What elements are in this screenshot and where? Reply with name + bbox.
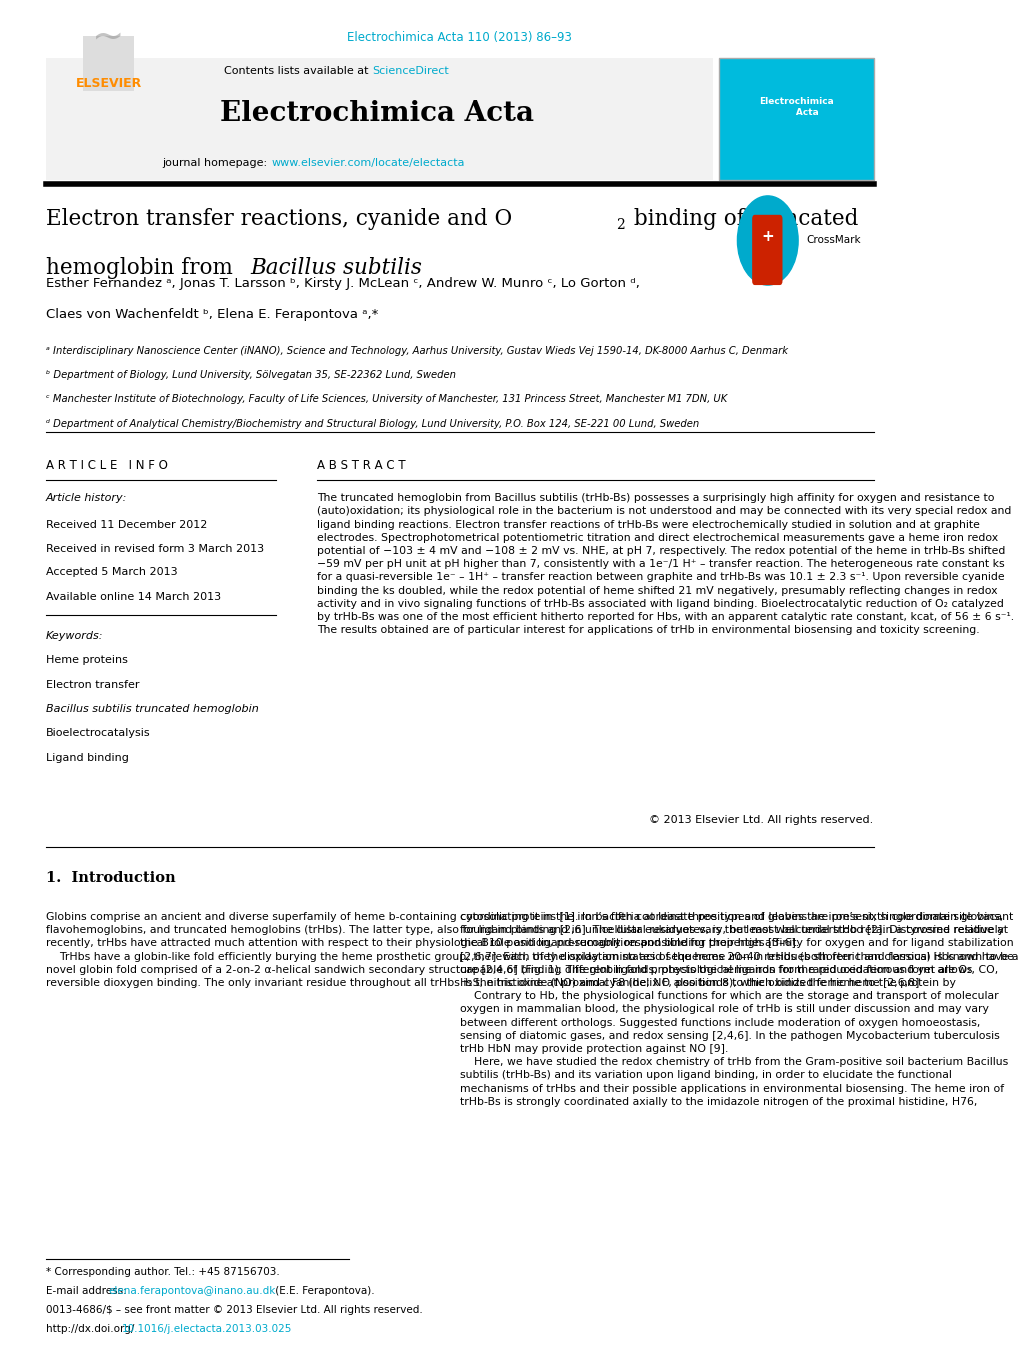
Text: Esther Fernandez ᵃ, Jonas T. Larsson ᵇ, Kirsty J. McLean ᶜ, Andrew W. Munro ᶜ, L: Esther Fernandez ᵃ, Jonas T. Larsson ᵇ, … <box>46 277 639 290</box>
FancyBboxPatch shape <box>751 215 782 285</box>
Circle shape <box>737 196 797 285</box>
Text: Contents lists available at: Contents lists available at <box>224 66 372 76</box>
Text: Available online 14 March 2013: Available online 14 March 2013 <box>46 592 221 601</box>
Text: ᵃ Interdisciplinary Nanoscience Center (iNANO), Science and Technology, Aarhus U: ᵃ Interdisciplinary Nanoscience Center (… <box>46 346 788 355</box>
Text: Electron transfer: Electron transfer <box>46 680 140 689</box>
Text: Received in revised form 3 March 2013: Received in revised form 3 March 2013 <box>46 544 264 554</box>
Text: * Corresponding author. Tel.: +45 87156703.: * Corresponding author. Tel.: +45 871567… <box>46 1267 279 1277</box>
FancyBboxPatch shape <box>718 58 872 180</box>
Text: Globins comprise an ancient and diverse superfamily of heme b-containing cytosol: Globins comprise an ancient and diverse … <box>46 912 1018 988</box>
Text: binding of truncated: binding of truncated <box>627 208 858 230</box>
Text: ᵇ Department of Biology, Lund University, Sölvegatan 35, SE-22362 Lund, Sweden: ᵇ Department of Biology, Lund University… <box>46 370 455 380</box>
Text: journal homepage:: journal homepage: <box>162 158 271 168</box>
Text: 10.1016/j.electacta.2013.03.025: 10.1016/j.electacta.2013.03.025 <box>122 1324 292 1333</box>
Text: E-mail address:: E-mail address: <box>46 1286 129 1296</box>
Text: 1.  Introduction: 1. Introduction <box>46 871 175 885</box>
Text: Received 11 December 2012: Received 11 December 2012 <box>46 520 207 530</box>
Text: www.elsevier.com/locate/electacta: www.elsevier.com/locate/electacta <box>271 158 465 168</box>
FancyBboxPatch shape <box>46 58 712 180</box>
Text: coordinating it in the iron’s fifth coordinate position and leaves the iron’s si: coordinating it in the iron’s fifth coor… <box>460 912 1013 1106</box>
Text: (E.E. Ferapontova).: (E.E. Ferapontova). <box>272 1286 374 1296</box>
Text: Ligand binding: Ligand binding <box>46 753 128 762</box>
Text: Electrochimica Acta: Electrochimica Acta <box>220 100 534 127</box>
Text: A R T I C L E   I N F O: A R T I C L E I N F O <box>46 459 168 473</box>
Text: ~: ~ <box>92 18 124 55</box>
Text: Bacillus subtilis: Bacillus subtilis <box>250 257 422 278</box>
Text: Bioelectrocatalysis: Bioelectrocatalysis <box>46 728 151 738</box>
Text: ᶜ Manchester Institute of Biotechnology, Faculty of Life Sciences, University of: ᶜ Manchester Institute of Biotechnology,… <box>46 394 727 404</box>
Text: ᵈ Department of Analytical Chemistry/Biochemistry and Structural Biology, Lund U: ᵈ Department of Analytical Chemistry/Bio… <box>46 419 699 428</box>
Text: Claes von Wachenfeldt ᵇ, Elena E. Ferapontova ᵃ,*: Claes von Wachenfeldt ᵇ, Elena E. Ferapo… <box>46 308 378 322</box>
Text: Heme proteins: Heme proteins <box>46 655 127 665</box>
Text: ScienceDirect: ScienceDirect <box>372 66 448 76</box>
Text: Accepted 5 March 2013: Accepted 5 March 2013 <box>46 567 177 577</box>
Text: Bacillus subtilis truncated hemoglobin: Bacillus subtilis truncated hemoglobin <box>46 704 259 713</box>
Text: Electrochimica
       Acta: Electrochimica Acta <box>758 97 833 116</box>
Text: +: + <box>760 228 773 245</box>
Text: Electron transfer reactions, cyanide and O: Electron transfer reactions, cyanide and… <box>46 208 512 230</box>
Text: Keywords:: Keywords: <box>46 631 103 640</box>
Text: A B S T R A C T: A B S T R A C T <box>317 459 406 473</box>
Text: Article history:: Article history: <box>46 493 127 503</box>
Text: http://dx.doi.org/: http://dx.doi.org/ <box>46 1324 135 1333</box>
Text: hemoglobin from: hemoglobin from <box>46 257 239 278</box>
Text: © 2013 Elsevier Ltd. All rights reserved.: © 2013 Elsevier Ltd. All rights reserved… <box>649 815 872 824</box>
Text: Electrochimica Acta 110 (2013) 86–93: Electrochimica Acta 110 (2013) 86–93 <box>347 31 572 45</box>
Text: The truncated hemoglobin from Bacillus subtilis (trHb-Bs) possesses a surprising: The truncated hemoglobin from Bacillus s… <box>317 493 1013 635</box>
Text: elena.ferapontova@inano.au.dk: elena.ferapontova@inano.au.dk <box>108 1286 275 1296</box>
Text: ELSEVIER: ELSEVIER <box>75 77 142 91</box>
FancyBboxPatch shape <box>84 36 133 91</box>
Text: 2: 2 <box>615 218 624 231</box>
Text: 0013-4686/$ – see front matter © 2013 Elsevier Ltd. All rights reserved.: 0013-4686/$ – see front matter © 2013 El… <box>46 1305 422 1315</box>
Text: CrossMark: CrossMark <box>806 235 860 246</box>
